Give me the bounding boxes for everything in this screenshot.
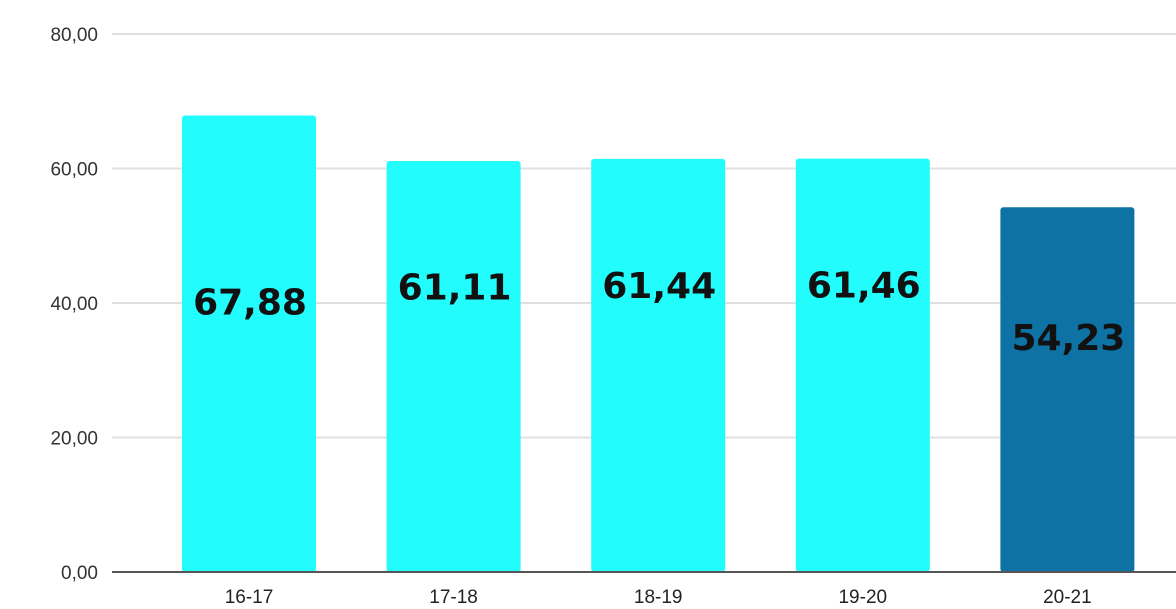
bar <box>591 158 726 573</box>
bar <box>795 158 930 572</box>
y-tick-label: 80,00 <box>50 25 98 46</box>
x-category-label: 16-17 <box>225 587 274 608</box>
bar <box>1000 207 1135 572</box>
bar-value-labels: 67,88 61,11 61,44 61,46 54,23 <box>193 266 1125 359</box>
bar-value-label: 54,23 <box>1011 318 1125 359</box>
bar-value-label: 61,44 <box>602 266 716 307</box>
bar <box>386 161 521 572</box>
y-tick-label: 20,00 <box>50 429 98 450</box>
x-category-label: 19-20 <box>838 587 887 608</box>
y-axis-tick-labels: 0,00 20,00 40,00 60,00 80,00 <box>50 25 98 584</box>
x-axis-category-labels: 16-17 17-18 18-19 19-20 20-21 <box>225 587 1092 608</box>
bar-value-label: 67,88 <box>193 283 307 324</box>
y-tick-label: 60,00 <box>50 160 98 181</box>
y-tick-label: 0,00 <box>61 563 98 584</box>
bar <box>182 115 316 572</box>
bar-value-label: 61,11 <box>398 268 512 309</box>
bars <box>182 115 1135 573</box>
x-category-label: 17-18 <box>429 587 478 608</box>
y-tick-label: 40,00 <box>50 294 98 315</box>
bar-value-label: 61,46 <box>807 266 921 307</box>
x-category-label: 20-21 <box>1043 587 1092 608</box>
x-category-label: 18-19 <box>634 587 683 608</box>
